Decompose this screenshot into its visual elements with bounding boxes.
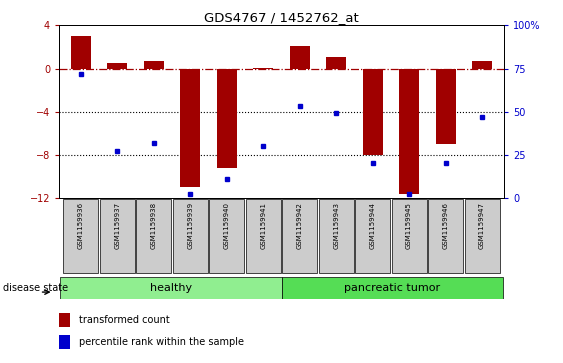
Text: healthy: healthy bbox=[150, 283, 192, 293]
Text: GSM1159939: GSM1159939 bbox=[187, 202, 193, 249]
Bar bbox=[399, 69, 419, 193]
FancyBboxPatch shape bbox=[282, 277, 503, 298]
Text: GSM1159945: GSM1159945 bbox=[406, 202, 412, 249]
Bar bbox=[71, 36, 91, 69]
Bar bbox=[144, 61, 164, 69]
FancyBboxPatch shape bbox=[136, 199, 171, 273]
Bar bbox=[290, 46, 310, 69]
FancyBboxPatch shape bbox=[355, 199, 390, 273]
FancyBboxPatch shape bbox=[319, 199, 354, 273]
Text: percentile rank within the sample: percentile rank within the sample bbox=[79, 337, 244, 347]
Bar bbox=[253, 68, 273, 69]
Text: GSM1159943: GSM1159943 bbox=[333, 202, 339, 249]
Bar bbox=[108, 63, 127, 69]
Text: transformed count: transformed count bbox=[79, 315, 170, 325]
Text: GSM1159936: GSM1159936 bbox=[78, 202, 84, 249]
FancyBboxPatch shape bbox=[209, 199, 244, 273]
Bar bbox=[472, 61, 492, 69]
FancyBboxPatch shape bbox=[173, 199, 208, 273]
Text: GSM1159944: GSM1159944 bbox=[370, 202, 376, 249]
Text: GSM1159937: GSM1159937 bbox=[114, 202, 120, 249]
Bar bbox=[180, 69, 200, 187]
FancyBboxPatch shape bbox=[392, 199, 427, 273]
Bar bbox=[59, 335, 70, 348]
Text: disease state: disease state bbox=[3, 283, 68, 293]
Text: GSM1159940: GSM1159940 bbox=[224, 202, 230, 249]
Bar bbox=[59, 313, 70, 327]
FancyBboxPatch shape bbox=[282, 199, 317, 273]
Text: GSM1159946: GSM1159946 bbox=[443, 202, 449, 249]
Title: GDS4767 / 1452762_at: GDS4767 / 1452762_at bbox=[204, 11, 359, 24]
Bar bbox=[363, 69, 383, 155]
Bar bbox=[326, 57, 346, 69]
FancyBboxPatch shape bbox=[100, 199, 135, 273]
FancyBboxPatch shape bbox=[64, 199, 99, 273]
Text: GSM1159942: GSM1159942 bbox=[297, 202, 303, 249]
Text: GSM1159938: GSM1159938 bbox=[151, 202, 157, 249]
Bar bbox=[217, 69, 237, 168]
Bar bbox=[436, 69, 455, 144]
FancyBboxPatch shape bbox=[60, 277, 282, 298]
FancyBboxPatch shape bbox=[428, 199, 463, 273]
Text: pancreatic tumor: pancreatic tumor bbox=[344, 283, 440, 293]
Text: GSM1159947: GSM1159947 bbox=[479, 202, 485, 249]
FancyBboxPatch shape bbox=[246, 199, 281, 273]
FancyBboxPatch shape bbox=[464, 199, 499, 273]
Text: GSM1159941: GSM1159941 bbox=[260, 202, 266, 249]
